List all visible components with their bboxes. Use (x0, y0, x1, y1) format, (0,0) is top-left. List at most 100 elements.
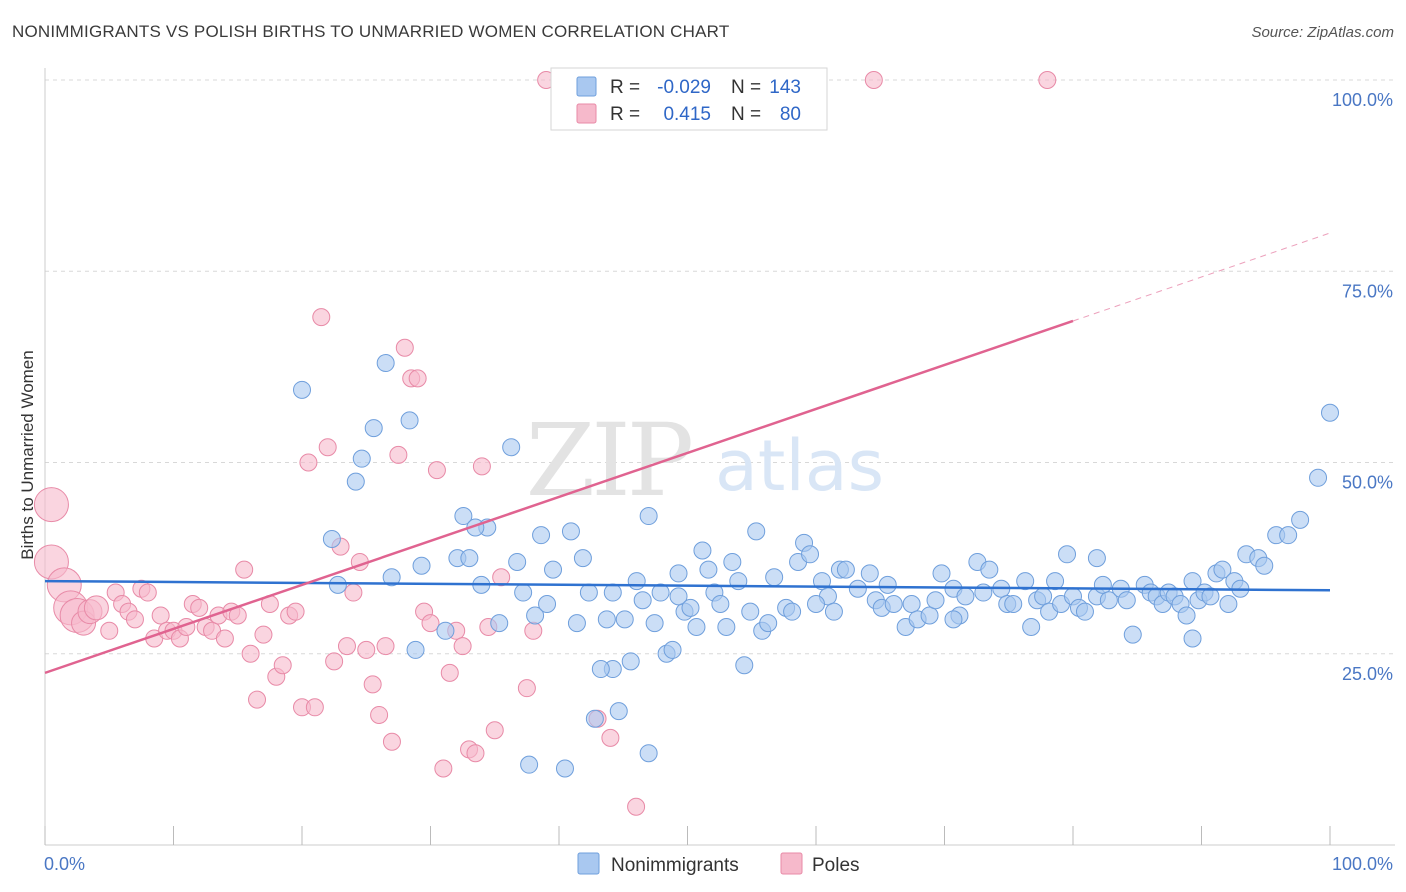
point-poles (312, 308, 331, 327)
y-tick-label: 25.0% (1342, 664, 1393, 684)
y-tick-label: 50.0% (1342, 473, 1393, 493)
point-nonimmigrants (412, 556, 431, 575)
point-nonimmigrants (860, 564, 879, 583)
bottom-legend-label-poles: Poles (812, 855, 860, 876)
point-poles (466, 744, 485, 763)
point-nonimmigrants (645, 614, 664, 633)
point-nonimmigrants (687, 617, 706, 636)
point-nonimmigrants (579, 583, 598, 602)
point-nonimmigrants (400, 411, 419, 430)
point-nonimmigrants (741, 602, 760, 621)
point-nonimmigrants (920, 606, 939, 625)
point-nonimmigrants (824, 602, 843, 621)
series-legend: Nonimmigrants Poles (577, 852, 860, 876)
point-nonimmigrants (1279, 526, 1298, 545)
point-nonimmigrants (502, 438, 521, 457)
point-poles (1038, 71, 1057, 89)
point-nonimmigrants (848, 579, 867, 598)
legend-n-value-1: 143 (769, 77, 801, 98)
legend-box (550, 67, 828, 131)
point-nonimmigrants (532, 526, 551, 545)
point-poles (83, 595, 109, 621)
point-nonimmigrants (573, 549, 592, 568)
point-nonimmigrants (544, 560, 563, 579)
point-poles (421, 614, 440, 633)
point-nonimmigrants (526, 606, 545, 625)
point-nonimmigrants (747, 522, 766, 541)
point-nonimmigrants (1219, 595, 1238, 614)
legend-r-label-1: R = (610, 77, 640, 98)
point-poles (472, 457, 491, 476)
point-nonimmigrants (1034, 587, 1053, 606)
point-poles (33, 487, 69, 523)
legend-n-value-2: 80 (780, 104, 801, 125)
point-poles (453, 637, 472, 656)
point-nonimmigrants (765, 568, 784, 587)
point-poles (125, 610, 144, 629)
point-poles (286, 602, 305, 621)
x-tick-label: 0.0% (44, 854, 85, 874)
point-nonimmigrants (663, 640, 682, 659)
point-poles (100, 621, 119, 640)
point-nonimmigrants (639, 744, 658, 763)
point-nonimmigrants (807, 595, 825, 614)
point-nonimmigrants (382, 568, 401, 587)
point-poles (215, 629, 234, 648)
bottom-legend-label-nonimmigrants: Nonimmigrants (611, 855, 739, 876)
point-poles (325, 652, 344, 671)
point-poles (434, 759, 453, 778)
point-nonimmigrants (603, 583, 622, 602)
point-nonimmigrants (293, 380, 311, 399)
legend-n-label-1: N = (731, 77, 761, 98)
point-nonimmigrants (508, 552, 527, 571)
point-nonimmigrants (627, 572, 646, 591)
point-nonimmigrants (651, 583, 670, 602)
point-nonimmigrants (609, 702, 628, 721)
point-nonimmigrants (615, 610, 634, 629)
legend-r-value-2: 0.415 (663, 104, 711, 125)
point-poles (344, 583, 363, 602)
point-nonimmigrants (1022, 617, 1041, 636)
point-poles (151, 606, 170, 625)
point-nonimmigrants (376, 354, 395, 373)
point-nonimmigrants (322, 530, 341, 548)
watermark: ZIP atlas (526, 402, 884, 519)
axes: 25.0% 50.0% 75.0% 100.0% 0.0% 100.0% (44, 68, 1395, 874)
point-nonimmigrants (711, 595, 730, 614)
point-nonimmigrants (1117, 591, 1136, 610)
point-nonimmigrants (346, 472, 365, 491)
point-nonimmigrants (1046, 572, 1065, 591)
point-poles (389, 445, 408, 464)
point-nonimmigrants (1075, 602, 1094, 621)
point-poles (305, 698, 324, 717)
point-poles (395, 338, 414, 357)
legend-swatch-nonimmigrants (576, 76, 597, 97)
point-nonimmigrants (735, 656, 754, 675)
point-nonimmigrants (585, 709, 604, 728)
point-nonimmigrants (759, 614, 778, 633)
point-nonimmigrants (980, 560, 999, 579)
point-nonimmigrants (1016, 572, 1035, 591)
watermark-atlas: atlas (715, 425, 884, 507)
point-nonimmigrants (1201, 587, 1220, 606)
point-nonimmigrants (555, 759, 574, 778)
point-nonimmigrants (723, 552, 742, 571)
point-nonimmigrants (1087, 549, 1106, 568)
point-nonimmigrants (699, 560, 718, 579)
legend-r-value-1: -0.029 (657, 77, 711, 98)
point-nonimmigrants (1093, 575, 1112, 594)
point-poles (376, 637, 395, 656)
point-nonimmigrants (926, 591, 945, 610)
point-nonimmigrants (1321, 403, 1339, 422)
point-nonimmigrants (352, 449, 371, 468)
point-nonimmigrants (328, 575, 347, 594)
point-nonimmigrants (1004, 595, 1023, 614)
point-nonimmigrants (1058, 545, 1077, 564)
y-tick-label: 100.0% (1332, 90, 1393, 110)
point-nonimmigrants (812, 572, 831, 591)
point-nonimmigrants (591, 660, 610, 679)
trend-line-poles-extension (1072, 232, 1331, 322)
chart-title: NONIMMIGRANTS VS POLISH BIRTHS TO UNMARR… (12, 22, 730, 41)
point-nonimmigrants (783, 602, 802, 621)
y-axis-label: Births to Unmarried Women (18, 350, 37, 559)
